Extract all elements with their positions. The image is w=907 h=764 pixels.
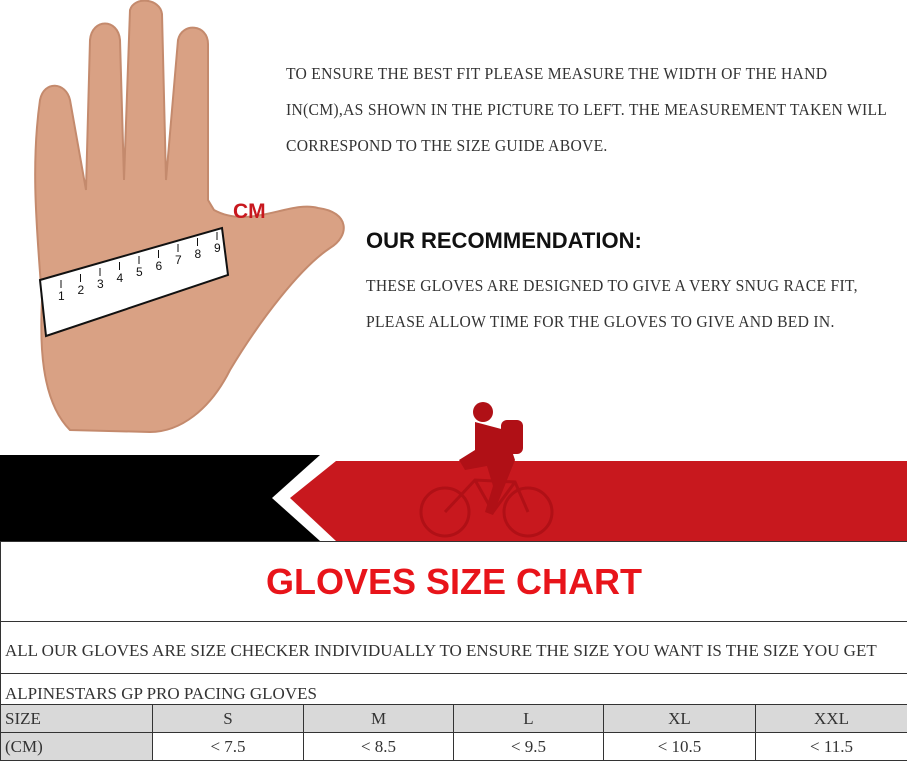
value-cell: < 9.5: [453, 732, 604, 761]
recommendation-text: THESE GLOVES ARE DESIGNED TO GIVE A VERY…: [366, 276, 858, 331]
ruler-number: 3: [97, 277, 104, 291]
ruler-number: 8: [195, 247, 202, 261]
size-chart-table: GLOVES SIZE CHART ALL OUR GLOVES ARE SIZ…: [0, 541, 907, 761]
ruler-icon: [38, 226, 230, 338]
chart-title: GLOVES SIZE CHART: [0, 541, 907, 622]
intro-text: TO ENSURE THE BEST FIT PLEASE MEASURE TH…: [286, 64, 887, 155]
ruler-number: 9: [214, 241, 221, 255]
ruler-number: 4: [117, 271, 124, 285]
size-header-row: SIZE S M L XL XXL: [0, 704, 907, 733]
value-cell: < 7.5: [152, 732, 304, 761]
ruler-number: 1: [58, 289, 65, 303]
ruler-number: 6: [156, 259, 163, 273]
cyclist-icon: [419, 402, 554, 538]
value-cell: < 11.5: [755, 732, 907, 761]
header-cell: XXL: [755, 704, 907, 733]
header-cell: SIZE: [0, 704, 153, 733]
banner: [0, 455, 907, 541]
row-label: (CM): [0, 732, 153, 761]
measurement-row: (CM) < 7.5 < 8.5 < 9.5 < 10.5 < 11.5: [0, 732, 907, 761]
cm-label: CM: [233, 200, 266, 223]
product-name: ALPINESTARS GP PRO PACING GLOVES: [0, 673, 907, 705]
header-cell: S: [152, 704, 304, 733]
header-cell: L: [453, 704, 604, 733]
ruler-number: 5: [136, 265, 143, 279]
value-cell: < 10.5: [603, 732, 756, 761]
header-cell: M: [303, 704, 454, 733]
ruler-number: 2: [78, 283, 85, 297]
ruler-number: 7: [175, 253, 182, 267]
value-cell: < 8.5: [303, 732, 454, 761]
header-cell: XL: [603, 704, 756, 733]
chart-note: ALL OUR GLOVES ARE SIZE CHECKER INDIVIDU…: [0, 621, 907, 674]
recommendation-title: OUR RECOMMENDATION:: [366, 228, 642, 253]
